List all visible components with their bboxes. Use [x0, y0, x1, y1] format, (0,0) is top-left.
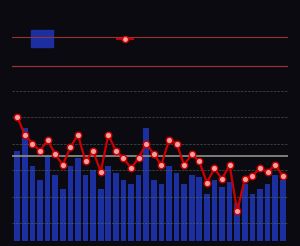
Bar: [68, 166, 73, 241]
Point: [76, 133, 80, 137]
Point: [144, 142, 148, 146]
Point: [60, 163, 65, 167]
Point: [152, 152, 156, 156]
Bar: [166, 166, 172, 241]
Bar: [204, 194, 210, 241]
Point: [265, 170, 270, 174]
Bar: [196, 177, 202, 241]
Bar: [242, 184, 247, 241]
Bar: [257, 189, 263, 241]
Point: [212, 167, 217, 170]
Bar: [212, 180, 217, 241]
Point: [106, 133, 111, 137]
Bar: [45, 156, 50, 241]
Bar: [106, 166, 111, 241]
Bar: [250, 194, 255, 241]
Bar: [60, 189, 66, 241]
Bar: [227, 182, 233, 241]
Bar: [189, 175, 194, 241]
Bar: [52, 175, 58, 241]
Point: [280, 174, 285, 178]
Point: [182, 163, 187, 167]
Point: [174, 142, 179, 146]
Bar: [98, 189, 103, 241]
Point: [197, 159, 202, 163]
Bar: [174, 173, 179, 241]
Bar: [219, 187, 225, 241]
Bar: [128, 184, 134, 241]
Point: [45, 138, 50, 142]
Bar: [113, 173, 119, 241]
Bar: [90, 170, 96, 241]
Bar: [22, 128, 28, 241]
Point: [273, 163, 278, 167]
Point: [205, 181, 209, 184]
Point: [83, 159, 88, 163]
Bar: [31, 30, 53, 47]
Point: [121, 156, 126, 160]
Bar: [30, 166, 35, 241]
Bar: [151, 180, 157, 241]
Bar: [272, 175, 278, 241]
Bar: [158, 184, 164, 241]
Point: [91, 149, 95, 153]
Bar: [143, 128, 149, 241]
Bar: [280, 180, 286, 241]
Point: [15, 115, 20, 119]
Point: [98, 170, 103, 174]
Point: [22, 133, 27, 137]
Point: [113, 149, 118, 153]
Point: [129, 167, 134, 170]
Point: [136, 156, 141, 160]
Point: [227, 163, 232, 167]
Point: [220, 177, 224, 181]
Point: [30, 142, 35, 146]
Point: [235, 209, 240, 213]
Bar: [265, 184, 270, 241]
Bar: [83, 175, 88, 241]
Point: [257, 167, 262, 170]
Bar: [234, 203, 240, 241]
Point: [242, 177, 247, 181]
Point: [53, 152, 58, 156]
Point: [167, 138, 171, 142]
Bar: [136, 175, 142, 241]
Bar: [37, 180, 43, 241]
Bar: [14, 151, 20, 241]
Point: [250, 174, 255, 178]
Point: [68, 145, 73, 149]
Point: [189, 152, 194, 156]
Bar: [75, 158, 81, 241]
Bar: [181, 184, 187, 241]
Point: [38, 149, 43, 153]
Bar: [121, 180, 126, 241]
Point: [159, 163, 164, 167]
